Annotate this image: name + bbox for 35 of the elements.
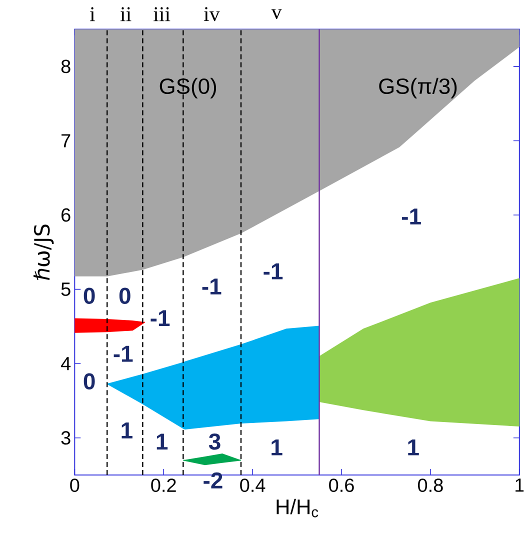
annotation: -1 — [202, 278, 222, 294]
y-tick-label: 3 — [61, 431, 70, 445]
annotation: -1 — [264, 263, 283, 280]
x-tick-label: 0 — [70, 478, 80, 492]
y-tick-label: 8 — [62, 60, 70, 74]
text: i — [90, 7, 96, 22]
annotation: GS(π/3) — [379, 78, 457, 98]
text: iii — [154, 7, 170, 22]
annotation: -1 — [402, 208, 422, 224]
annotation: 0 — [84, 288, 95, 304]
y-tick-label: 5 — [61, 282, 70, 296]
annotation: -1 — [150, 310, 170, 326]
x-axis-title: H/H$_{c}$ — [276, 498, 318, 518]
annotation: 0 — [120, 288, 131, 304]
annotation: -2 — [204, 472, 222, 488]
annotation: 1 — [122, 422, 133, 438]
annotation: 1 — [272, 439, 282, 456]
x-tick-label: 1 — [516, 478, 524, 492]
annotation: 1 — [408, 439, 420, 456]
x-tick-label: 0.4 — [240, 478, 266, 492]
x-tick-label: 0.2 — [151, 478, 176, 492]
x-tick-label: 0.8 — [418, 478, 443, 492]
text: iv — [204, 7, 220, 22]
annotation: GS(0) — [160, 78, 216, 98]
annotation: 3 — [209, 433, 220, 450]
text: ii — [120, 7, 132, 22]
annotation: 1 — [157, 434, 168, 450]
y-tick-label: 7 — [62, 134, 70, 148]
y-axis-title: ℏω/JS — [34, 224, 54, 280]
annotation: 0 — [84, 373, 95, 390]
y-tick-label: 6 — [62, 208, 70, 222]
y-tick-label: 4 — [61, 357, 71, 370]
annotation: -1 — [114, 346, 133, 362]
text: v — [271, 9, 282, 20]
x-tick-label: 0.6 — [329, 478, 354, 492]
